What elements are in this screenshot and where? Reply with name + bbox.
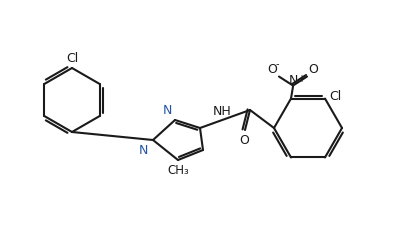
- Text: N: N: [288, 74, 298, 87]
- Text: N: N: [163, 104, 172, 117]
- Text: O: O: [239, 134, 249, 147]
- Text: Cl: Cl: [66, 52, 78, 65]
- Text: NH: NH: [213, 105, 231, 118]
- Text: CH₃: CH₃: [167, 164, 189, 177]
- Text: N: N: [138, 144, 148, 157]
- Text: O: O: [267, 63, 277, 75]
- Text: -: -: [275, 60, 279, 69]
- Text: Cl: Cl: [329, 90, 341, 103]
- Text: +: +: [297, 74, 305, 84]
- Text: O: O: [308, 63, 318, 75]
